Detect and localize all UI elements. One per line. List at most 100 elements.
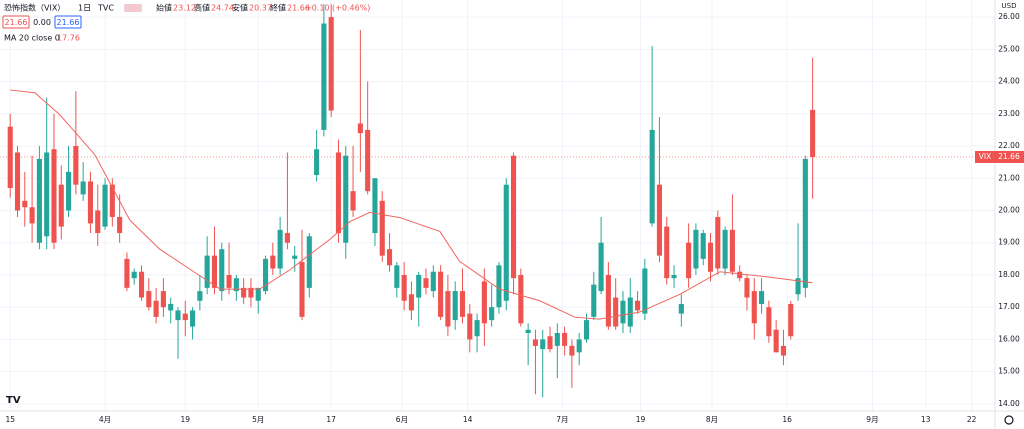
candle-body <box>211 255 218 288</box>
candle-body <box>693 229 699 269</box>
x-tick-label: 9月 <box>866 415 878 424</box>
ma-line <box>10 89 813 320</box>
candle-body <box>554 332 560 346</box>
candle-body <box>613 297 619 327</box>
sell-price[interactable]: 21.66 <box>5 18 28 27</box>
x-tick-label: 19 <box>636 415 646 424</box>
spread: 0.00 <box>33 18 51 27</box>
y-tick-label: 19.00 <box>998 238 1020 247</box>
change: +0.10 (+0.46%) <box>305 4 370 13</box>
candle-body <box>700 233 706 259</box>
candle-body <box>102 184 108 227</box>
candle-body <box>678 303 684 314</box>
candle-body <box>627 297 633 327</box>
candle-body <box>73 146 79 185</box>
candle-body <box>459 291 466 317</box>
candle-body <box>489 307 495 321</box>
candle-body <box>518 274 524 324</box>
y-tick-label: 18.00 <box>998 270 1020 279</box>
candle-body <box>773 329 779 353</box>
y-tick-label: 21.00 <box>998 173 1020 182</box>
candle-body <box>109 184 115 217</box>
candle-body <box>452 291 458 321</box>
candle-body <box>226 274 232 288</box>
candle-body <box>131 271 137 279</box>
ma-value: 17.76 <box>57 34 80 43</box>
candle-body <box>277 229 283 269</box>
candle-body <box>204 255 210 288</box>
candle-body <box>788 303 794 337</box>
x-tick-label: 6月 <box>396 415 408 424</box>
candle-body <box>737 271 743 279</box>
candle-body <box>751 291 757 324</box>
candle-body <box>562 332 568 346</box>
plot <box>0 4 995 398</box>
buy-box[interactable] <box>54 15 82 29</box>
x-tick-label: 22 <box>967 415 977 424</box>
x-tick-label: 15 <box>5 415 15 424</box>
candle-body <box>715 216 721 269</box>
candle-body <box>29 207 35 224</box>
y-tick-label: 14.00 <box>998 399 1020 408</box>
candle-body <box>306 236 312 288</box>
candle-body <box>744 278 750 298</box>
candle-body <box>350 191 356 211</box>
ohlc-label: 高値 <box>194 3 210 13</box>
candle-body <box>635 300 641 311</box>
x-tick-label: 13 <box>921 415 931 424</box>
candle-body <box>372 178 378 234</box>
y-tick-label: 15.00 <box>998 367 1020 376</box>
x-tick-label: 17 <box>326 415 336 424</box>
candle-body <box>124 258 130 288</box>
candle-body <box>496 265 502 308</box>
candle-body <box>233 278 239 292</box>
candle-body <box>160 291 166 308</box>
candle-body <box>44 152 50 237</box>
candle-body <box>649 129 655 224</box>
candle-body <box>766 307 772 337</box>
y-tick-label: 23.00 <box>998 109 1020 118</box>
axes: 14.00 15.00 16.00 17.00 18.00 19.00 20.00 21.00… <box>5 12 1024 424</box>
candle-body <box>314 149 320 176</box>
candle-body <box>292 255 298 259</box>
candle-body <box>547 336 553 350</box>
candle-body <box>357 123 363 134</box>
candle-body <box>87 181 94 224</box>
candle-body <box>197 291 203 301</box>
x-tick-label: 7月 <box>556 415 568 424</box>
grid <box>0 0 995 411</box>
candle-body <box>175 310 181 321</box>
candle-body <box>168 303 174 311</box>
last-price-symbol: VIX <box>979 152 991 161</box>
candle-body <box>467 313 473 340</box>
candle-body <box>591 284 597 317</box>
interval: 1日 <box>78 4 91 13</box>
candle-body <box>759 291 765 304</box>
candle-body <box>430 271 436 292</box>
candle-body <box>481 281 487 324</box>
currency[interactable]: USD <box>1002 2 1017 10</box>
settings-icon[interactable] <box>1004 415 1014 425</box>
candle-body <box>284 233 290 243</box>
candle-body <box>664 226 670 279</box>
ma-label: MA 20 close 0 <box>4 34 60 43</box>
candle-body <box>569 345 575 356</box>
candle-body <box>219 249 225 292</box>
candle-body <box>66 171 72 211</box>
ohlc-value: 24.74 <box>211 4 234 13</box>
y-tick-label: 22.00 <box>998 141 1020 150</box>
candle-body <box>810 109 816 157</box>
candle-body <box>656 184 662 256</box>
candle-body <box>14 152 21 211</box>
ohlc-label: 始値 <box>156 3 172 13</box>
candle-body <box>620 300 626 324</box>
ohlc-value: 21.66 <box>287 4 310 13</box>
x-tick-label: 14 <box>463 415 473 424</box>
candle-body <box>190 310 196 327</box>
candle-body <box>729 229 735 272</box>
candle-body <box>255 287 261 301</box>
sell-box[interactable] <box>2 15 30 29</box>
buy-price[interactable]: 21.66 <box>57 18 80 27</box>
source: TVC <box>97 4 114 13</box>
